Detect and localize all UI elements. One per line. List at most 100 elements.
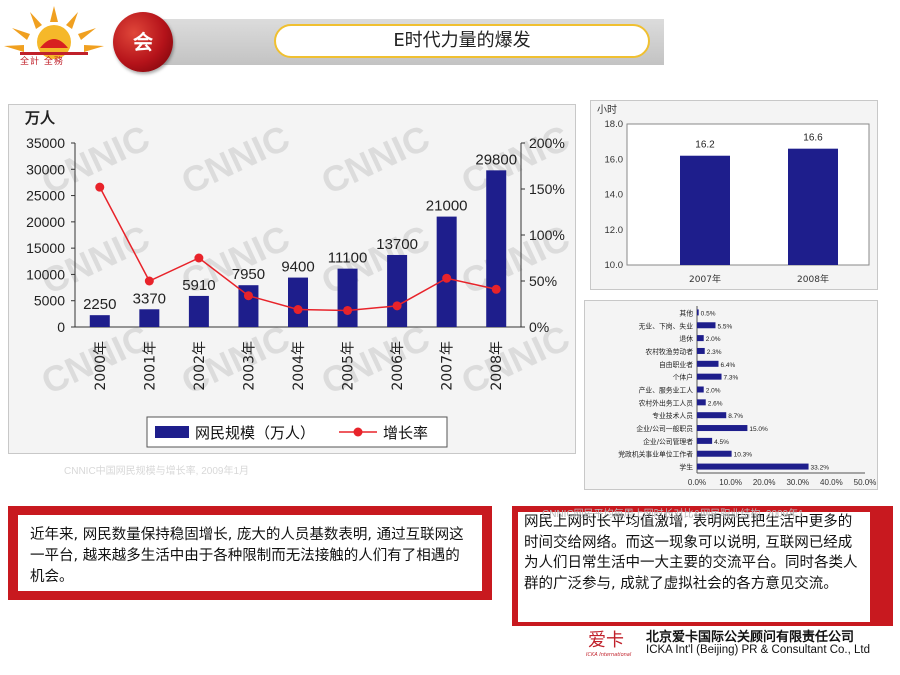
watermark-text: CNNIC <box>315 117 436 202</box>
category-label: 企业/公司管理者 <box>643 437 693 446</box>
bar <box>697 322 716 329</box>
legend-swatch-point <box>353 427 363 437</box>
company-name-cn: 北京爱卡国际公关顾问有限责任公司 <box>646 630 855 645</box>
category-label: 个体户 <box>673 373 693 382</box>
bar <box>697 335 704 342</box>
bar <box>697 373 722 380</box>
bar-value-label: 4.5% <box>714 439 729 446</box>
y-tick-label: 35000 <box>26 135 65 151</box>
y-tick-label: 25000 <box>26 188 65 204</box>
x-tick-label: 2008年 <box>797 273 829 285</box>
x-tick-label: 2003年 <box>241 341 257 391</box>
bar-value-label: 16.2 <box>695 140 715 151</box>
footer-logo: 爱卡 <box>588 630 624 651</box>
y-tick-label: 15000 <box>26 240 65 256</box>
bar <box>337 268 358 327</box>
x-tick-label: 30.0% <box>786 478 809 487</box>
x-tick-label: 2007年 <box>440 341 456 391</box>
category-label: 退休 <box>679 334 693 343</box>
y2-tick-label: 0% <box>529 319 549 335</box>
footer-logo-text: ICKA International <box>586 652 632 658</box>
bar <box>697 399 706 406</box>
watermark-text: CNNIC <box>315 317 436 402</box>
bar-value-label: 2250 <box>83 296 116 313</box>
x-tick-label: 2008年 <box>489 341 505 391</box>
category-label: 专业技术人员 <box>652 411 693 420</box>
x-tick-label: 2000年 <box>93 341 109 391</box>
category-label: 自由职业者 <box>659 360 693 369</box>
bar-value-label: 21000 <box>426 198 468 215</box>
bar <box>238 285 259 327</box>
chart-weekly-hours: 小时 10.0 12.0 14.0 16.0 18.0 16.2 2007年 16.6 2008年 <box>597 104 870 285</box>
growth-point <box>343 305 353 315</box>
x-tick-label: 20.0% <box>753 478 776 487</box>
bar-value-label: 33.2% <box>811 465 830 472</box>
y-axis-unit: 万人 <box>24 109 56 127</box>
x-tick-label: 40.0% <box>820 478 843 487</box>
bar <box>697 463 809 470</box>
legend-label-growth: 增长率 <box>383 424 428 442</box>
left-text-box: 近年来, 网民数量保持稳固增长, 庞大的人员基数表明, 通过互联网这一平台, 越… <box>18 515 482 591</box>
y-tick-label: 16.0 <box>605 154 624 165</box>
right-text-box: 网民上网时长平均值激增, 表明网民把生活中更多的时间交给网络。而这一现象可以说明… <box>518 512 870 622</box>
bar-value-label: 10.3% <box>734 452 753 459</box>
logo-text: 全計 全務 <box>20 57 64 67</box>
legend-box <box>146 416 448 448</box>
bar-value-label: 11100 <box>328 250 368 267</box>
bar-value-label: 3370 <box>133 290 166 307</box>
bar-value-label: 5910 <box>182 277 215 294</box>
y2-tick-label: 200% <box>529 135 565 151</box>
x-tick-label: 2001年 <box>142 341 158 391</box>
legend-label-users: 网民规模（万人） <box>195 424 315 442</box>
bar-value-label: 7.3% <box>724 375 739 382</box>
chart1-caption: CNNIC中国网民规模与增长率, 2009年1月 <box>64 466 250 477</box>
x-tick-label: 10.0% <box>719 478 742 487</box>
bar-value-label: 8.7% <box>728 413 743 420</box>
x-tick-label: 0.0% <box>688 478 706 487</box>
growth-point <box>293 305 303 315</box>
x-tick-label: 2005年 <box>341 341 357 391</box>
bar-value-label: 29800 <box>475 151 517 168</box>
footer-logo-mark: 爱卡 <box>588 630 624 651</box>
bar-value-label: 15.0% <box>749 426 768 433</box>
x-tick-label: 50.0% <box>854 478 877 487</box>
header-circle-label: 会 <box>133 30 153 54</box>
chart23-caption: CNNIC网民平均每周上网时长对比&网民职业结构, 2009年1 <box>542 509 804 520</box>
bar-value-label: 2.3% <box>707 349 722 356</box>
bar-value-label: 2.6% <box>708 400 723 407</box>
category-label: 其他 <box>679 308 693 317</box>
bar <box>697 309 699 316</box>
y-tick-label: 10000 <box>26 266 65 282</box>
growth-point <box>194 253 204 263</box>
category-label: 产业、服务业工人 <box>639 386 694 395</box>
watermark-text: CNNIC <box>175 117 296 202</box>
y2-tick-label: 50% <box>529 273 557 289</box>
bar-value-label: 13700 <box>376 236 418 253</box>
legend-swatch-bar <box>155 426 189 438</box>
bar <box>697 386 704 393</box>
watermark-text: CNNIC <box>455 317 575 402</box>
category-label: 企业/公司一般职员 <box>636 424 693 433</box>
y-tick-label: 18.0 <box>605 119 624 130</box>
bar <box>680 155 730 265</box>
growth-point <box>392 301 402 311</box>
bar-value-label: 9400 <box>281 259 314 276</box>
y2-tick-label: 150% <box>529 181 565 197</box>
bar <box>697 425 748 432</box>
y-tick-label: 14.0 <box>605 190 624 201</box>
chart-panel-occupation: 0.0% 10.0% 20.0% 30.0% 40.0% 50.0% 其他 0.5% 无业、下岗… <box>584 300 878 490</box>
chart-panel-users: CNNIC CNNIC CNNIC CNNIC CNNIC CNNIC CNNIC CNNIC… <box>8 104 576 454</box>
chart-panel-hours: 小时 10.0 12.0 14.0 16.0 18.0 16.2 2007年 16.6 2008年 <box>590 100 878 290</box>
bar <box>288 277 308 327</box>
bar-value-label: 2.0% <box>706 388 721 395</box>
bar <box>486 170 507 327</box>
category-label: 农村外出务工人员 <box>639 398 694 407</box>
x-tick-label: 2006年 <box>390 341 406 391</box>
bar-value-label: 2.0% <box>706 336 721 343</box>
y-tick-label: 20000 <box>26 214 65 230</box>
bar <box>89 315 110 327</box>
y-tick-label: 10.0 <box>605 260 624 271</box>
growth-point <box>442 273 452 283</box>
bar <box>436 216 457 327</box>
